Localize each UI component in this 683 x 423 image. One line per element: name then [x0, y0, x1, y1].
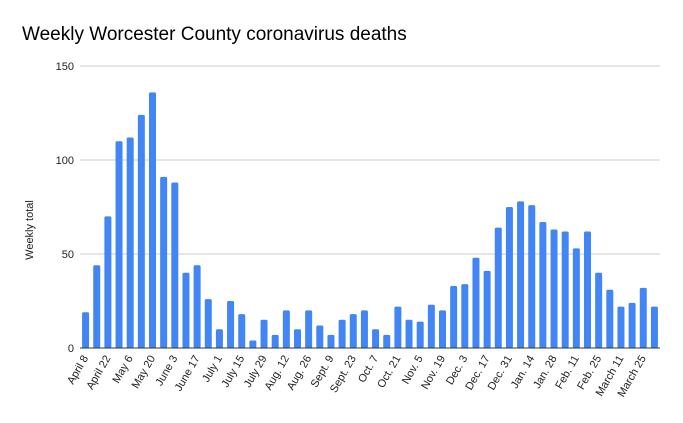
bar [115, 141, 123, 348]
y-tick-label: 150 [56, 61, 74, 73]
bar [639, 287, 647, 348]
bar [595, 272, 603, 348]
bar [461, 284, 469, 348]
bar [472, 257, 480, 348]
bar [483, 270, 491, 348]
bar [528, 205, 536, 348]
bar [104, 216, 112, 348]
bar [606, 289, 614, 348]
bar [450, 285, 458, 348]
bar [82, 312, 90, 348]
bar [249, 340, 257, 348]
bar [572, 248, 580, 348]
bar [494, 227, 502, 348]
bar [193, 265, 201, 348]
bar [439, 310, 446, 348]
bar [505, 207, 513, 348]
bar [160, 176, 168, 348]
bar [238, 314, 246, 348]
bar [227, 301, 235, 348]
bar [539, 222, 547, 348]
bar [149, 92, 156, 348]
bar [305, 310, 313, 348]
bar [372, 329, 380, 348]
bar [517, 201, 525, 348]
bar [294, 329, 301, 348]
bar [394, 306, 402, 348]
bar [204, 299, 212, 348]
bar [650, 306, 658, 348]
bar [550, 229, 558, 348]
bar [171, 182, 179, 348]
y-tick-label: 0 [68, 343, 74, 355]
y-axis-label: Weekly total [24, 200, 36, 260]
bar [349, 314, 357, 348]
bar [271, 334, 279, 348]
bar [360, 310, 368, 348]
bar [215, 329, 223, 348]
bar [316, 325, 324, 348]
bar [628, 302, 636, 348]
chart-title: Weekly Worcester County coronavirus deat… [22, 24, 407, 45]
bar [137, 114, 145, 348]
bar [260, 319, 268, 348]
bar [282, 310, 290, 348]
bar [561, 231, 569, 348]
bar [93, 265, 101, 348]
bar [584, 231, 591, 348]
bar [617, 306, 625, 348]
bar [126, 137, 134, 348]
bar [405, 319, 413, 348]
bar [427, 304, 435, 348]
bar [327, 334, 335, 348]
bar [416, 321, 424, 348]
y-tick-label: 100 [56, 155, 74, 167]
bar [182, 272, 190, 348]
y-tick-label: 50 [62, 249, 74, 261]
bar [383, 334, 391, 348]
bar [338, 319, 346, 348]
